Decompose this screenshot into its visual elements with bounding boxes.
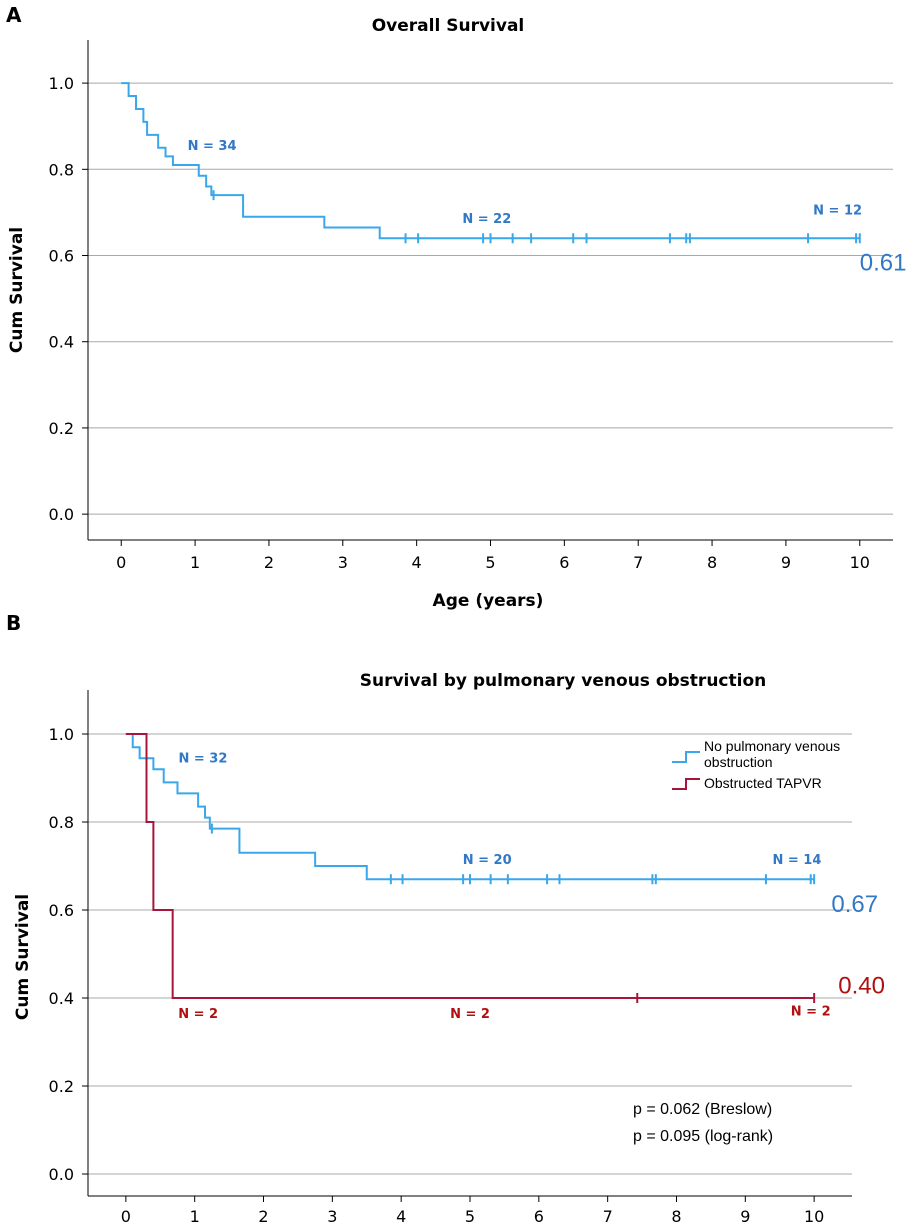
panel-a-x-tick-label: 10 — [850, 553, 870, 572]
panel-a-x-tick-label: 0 — [116, 553, 126, 572]
panel-b-x-tick-label: 6 — [534, 1207, 544, 1226]
panel-b-y-tick-label: 0.4 — [49, 989, 74, 1008]
panel-a-annotation: N = 22 — [462, 212, 511, 227]
legend-no-obstruction-label-line1: No pulmonary venous — [704, 738, 840, 754]
panel-a-x-tick-label: 5 — [485, 553, 495, 572]
panel-a-x-tick-label: 7 — [633, 553, 643, 572]
panel-b-y-tick-label: 0.6 — [49, 901, 74, 920]
panel-b-x-tick-label: 8 — [671, 1207, 681, 1226]
panel-b-survival-curve-obstructed — [125, 733, 815, 999]
panel-b-legend: No pulmonary venous obstruction Obstruct… — [672, 738, 840, 791]
panel-b-annotation: 0.67 — [831, 891, 878, 918]
panel-a: A Overall Survival 0.0 0.2 0.4 0.6 0.8 1.0 0 1 2… — [6, 3, 906, 611]
panel-b-x-tick-label: 4 — [396, 1207, 406, 1226]
panel-b-x-tick-label: 0 — [121, 1207, 131, 1226]
panel-b-y-tick-label: 1.0 — [49, 725, 74, 744]
panel-a-x-axis-label: Age (years) — [433, 591, 544, 611]
panel-a-y-tick-label: 0.6 — [49, 247, 74, 266]
panel-a-x-tick-label: 8 — [707, 553, 717, 572]
panel-a-x-tick-label: 3 — [338, 553, 348, 572]
panel-a-annotation: N = 34 — [188, 139, 237, 154]
panel-a-x-tick-label: 6 — [559, 553, 569, 572]
logrank-p-value: p = 0.095 (log-rank) — [633, 1128, 773, 1145]
legend-obstructed-swatch — [672, 778, 700, 790]
panel-a-letter: A — [6, 3, 22, 27]
panel-b-y-axis-label: Cum Survival — [13, 894, 33, 1020]
panel-a-y-tick-label: 0.8 — [49, 160, 74, 179]
panel-b-x-tick-label: 7 — [603, 1207, 613, 1226]
panel-b-annotation: 0.40 — [838, 973, 885, 1000]
panel-b-x-tick-label: 2 — [258, 1207, 268, 1226]
breslow-p-value: p = 0.062 (Breslow) — [633, 1101, 772, 1118]
legend-obstructed-label: Obstructed TAPVR — [704, 775, 822, 791]
panel-a-y-tick-label: 0.0 — [49, 505, 74, 524]
panel-b-x-tick-label: 5 — [465, 1207, 475, 1226]
panel-b-annotation: N = 2 — [791, 1005, 831, 1020]
panel-b-y-tick-label: 0.8 — [49, 813, 74, 832]
panel-a-y-tick-label: 0.4 — [49, 333, 74, 352]
panel-b-survival-curve-no-obstruction — [125, 733, 815, 881]
panel-a-survival-curve-overall — [121, 82, 860, 240]
panel-a-annotation: 0.61 — [860, 250, 907, 277]
panel-b-annotation: N = 2 — [178, 1007, 218, 1022]
panel-b: B Survival by pulmonary venous obstructi… — [6, 611, 885, 1226]
panel-a-x-tick-label: 1 — [190, 553, 200, 572]
panel-a-y-axis-label: Cum Survival — [7, 227, 27, 353]
panel-a-y-tick-label: 0.2 — [49, 419, 74, 438]
legend-no-obstruction-swatch — [672, 751, 700, 763]
panel-b-x-tick-label: 1 — [190, 1207, 200, 1226]
panel-b-letter: B — [6, 611, 21, 635]
panel-b-y-tick-label: 0.0 — [49, 1165, 74, 1184]
panel-a-x-tick-label: 2 — [264, 553, 274, 572]
panel-b-annotation: N = 14 — [772, 853, 821, 868]
panel-a-title: Overall Survival — [372, 16, 525, 36]
panel-b-x-tick-label: 3 — [327, 1207, 337, 1226]
panel-a-x-tick-label: 4 — [412, 553, 422, 572]
panel-b-annotation: N = 2 — [450, 1007, 490, 1022]
panel-b-title: Survival by pulmonary venous obstruction — [360, 671, 766, 691]
panel-a-x-tick-label: 9 — [781, 553, 791, 572]
legend-no-obstruction-label-line2: obstruction — [704, 754, 772, 770]
panel-b-x-tick-label: 10 — [804, 1207, 824, 1226]
panel-a-plot: 0.0 0.2 0.4 0.6 0.8 1.0 0 1 2 3 4 5 6 7 8 9 10 N = 34 N = … — [49, 40, 907, 572]
panel-b-x-tick-label: 9 — [740, 1207, 750, 1226]
panel-b-annotation: N = 20 — [463, 853, 512, 868]
panel-b-annotation: N = 32 — [178, 752, 227, 767]
panel-a-annotation: N = 12 — [813, 204, 862, 219]
panel-b-plot: 0.0 0.2 0.4 0.6 0.8 1.0 0 1 2 3 4 5 6 7 8 9 10 N = 32 N = … — [49, 690, 885, 1226]
panel-a-y-tick-label: 1.0 — [49, 74, 74, 93]
panel-b-y-tick-label: 0.2 — [49, 1077, 74, 1096]
